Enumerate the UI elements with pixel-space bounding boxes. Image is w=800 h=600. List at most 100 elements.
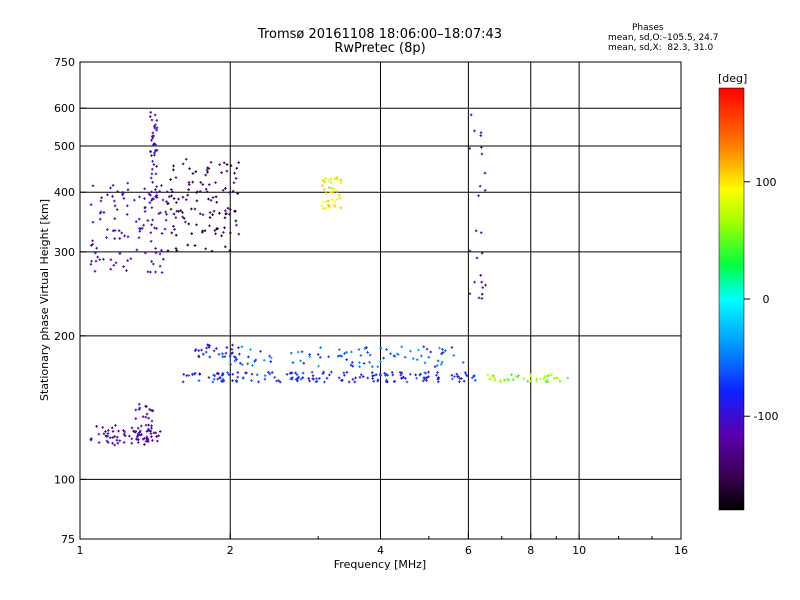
data-point bbox=[221, 377, 225, 381]
data-point bbox=[97, 441, 101, 444]
data-point bbox=[160, 249, 163, 252]
data-point bbox=[138, 229, 142, 233]
data-point bbox=[315, 380, 319, 383]
data-point bbox=[123, 234, 126, 238]
data-point bbox=[308, 353, 311, 356]
data-point bbox=[235, 223, 238, 227]
data-point bbox=[155, 185, 158, 188]
data-point bbox=[115, 208, 119, 211]
data-point bbox=[379, 360, 382, 363]
data-point bbox=[259, 350, 262, 353]
data-point bbox=[134, 417, 138, 420]
data-point bbox=[462, 379, 466, 383]
data-point bbox=[371, 377, 374, 380]
data-point bbox=[125, 213, 129, 216]
data-point bbox=[235, 166, 238, 170]
data-point bbox=[190, 207, 193, 211]
data-point bbox=[150, 426, 153, 430]
data-point bbox=[109, 258, 113, 262]
y-tick-label: 200 bbox=[54, 330, 75, 343]
data-point bbox=[166, 249, 170, 252]
data-point bbox=[181, 211, 184, 214]
data-point bbox=[453, 375, 456, 378]
data-point bbox=[234, 209, 237, 213]
data-point bbox=[333, 203, 336, 207]
data-point bbox=[207, 183, 211, 186]
data-point bbox=[345, 358, 349, 361]
data-point bbox=[436, 359, 440, 363]
data-point bbox=[197, 354, 200, 358]
data-point bbox=[456, 375, 459, 378]
data-point bbox=[493, 378, 497, 382]
data-point bbox=[165, 213, 168, 216]
data-point bbox=[151, 409, 155, 412]
data-point bbox=[241, 363, 244, 366]
data-point bbox=[163, 227, 167, 231]
data-point bbox=[336, 354, 340, 358]
data-point bbox=[111, 184, 115, 187]
data-point bbox=[217, 372, 220, 376]
data-point bbox=[333, 200, 337, 203]
data-point bbox=[175, 201, 178, 204]
data-point bbox=[250, 379, 253, 382]
data-point bbox=[546, 378, 549, 381]
data-point bbox=[151, 159, 154, 163]
data-point bbox=[209, 161, 213, 164]
data-point bbox=[418, 373, 422, 377]
data-point bbox=[155, 119, 159, 122]
data-point bbox=[316, 353, 320, 356]
data-point bbox=[499, 378, 502, 382]
data-point bbox=[301, 376, 305, 379]
data-point bbox=[443, 349, 447, 352]
data-point bbox=[392, 354, 396, 358]
data-point bbox=[350, 350, 353, 354]
stats-header: Phases bbox=[632, 23, 664, 33]
data-point bbox=[347, 380, 351, 384]
data-point bbox=[184, 157, 188, 161]
data-point bbox=[241, 376, 245, 379]
data-point bbox=[153, 126, 157, 130]
data-point bbox=[164, 210, 167, 214]
data-point bbox=[236, 192, 239, 195]
data-point bbox=[207, 346, 211, 349]
data-point bbox=[118, 237, 122, 240]
data-point bbox=[427, 370, 430, 374]
data-point bbox=[423, 361, 427, 365]
data-point bbox=[138, 227, 141, 230]
data-point bbox=[113, 443, 117, 447]
data-point bbox=[111, 436, 115, 439]
data-point bbox=[231, 373, 235, 376]
y-tick-label: 400 bbox=[54, 186, 75, 199]
data-point bbox=[101, 426, 104, 429]
data-point bbox=[143, 210, 147, 213]
data-point bbox=[289, 377, 293, 381]
data-point bbox=[451, 377, 454, 381]
data-point bbox=[193, 349, 197, 353]
data-point bbox=[273, 376, 277, 379]
stats-o-mode: mean, sd,O:–105.5, 24.7 bbox=[608, 33, 719, 43]
data-point bbox=[226, 371, 229, 374]
data-point bbox=[149, 193, 152, 197]
data-point bbox=[138, 429, 142, 433]
data-point bbox=[149, 239, 153, 243]
data-point bbox=[425, 376, 429, 379]
data-point bbox=[207, 167, 211, 170]
data-point bbox=[558, 379, 562, 383]
data-point bbox=[137, 408, 141, 411]
data-point bbox=[452, 354, 456, 357]
data-point bbox=[182, 373, 186, 376]
data-point bbox=[340, 379, 343, 382]
data-point bbox=[150, 419, 154, 423]
data-point bbox=[89, 438, 93, 442]
data-point bbox=[329, 190, 332, 194]
data-point bbox=[165, 190, 169, 193]
data-point bbox=[214, 195, 218, 199]
data-point bbox=[122, 265, 125, 268]
data-point bbox=[134, 408, 138, 412]
data-point bbox=[268, 354, 271, 358]
data-point bbox=[409, 349, 412, 353]
data-point bbox=[208, 216, 212, 219]
data-point bbox=[420, 354, 423, 358]
data-point bbox=[165, 200, 168, 203]
data-point bbox=[126, 181, 130, 185]
